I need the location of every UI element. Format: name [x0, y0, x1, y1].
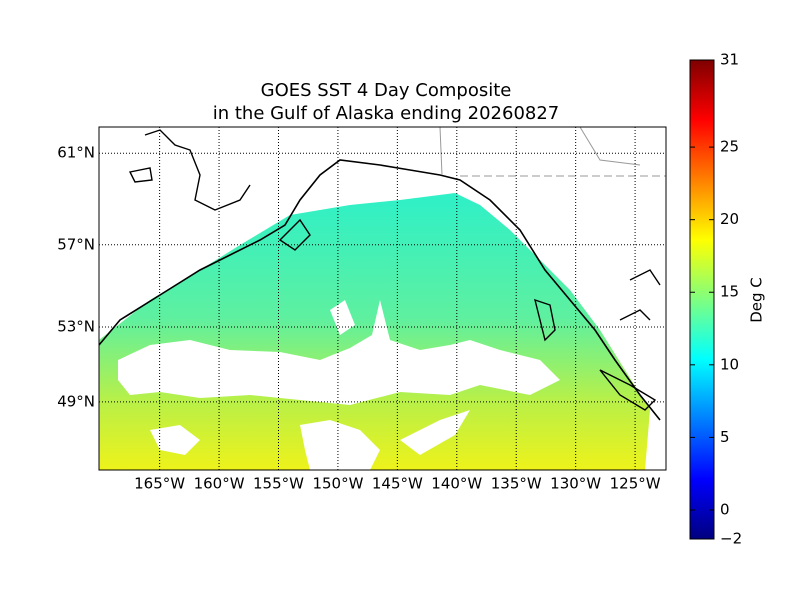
lat-label: 53°N	[57, 317, 95, 335]
lat-label: 49°N	[57, 392, 95, 410]
title-line: in the Gulf of Alaska ending 20260827	[213, 103, 560, 124]
colorbar-tick-label: −2	[720, 530, 742, 548]
colorbar	[689, 59, 715, 540]
border	[439, 127, 641, 176]
lon-label: 150°W	[312, 475, 363, 493]
cloud	[150, 425, 200, 455]
map-field	[99, 127, 666, 470]
lat-label: 57°N	[57, 235, 95, 253]
cloud	[118, 300, 560, 405]
coastline	[128, 129, 661, 411]
lon-label: 135°W	[491, 475, 542, 493]
lon-label: 165°W	[134, 475, 185, 493]
lon-label: 160°W	[194, 475, 245, 493]
colorbar-tick-label: 31	[720, 51, 739, 69]
colorbar-tick-label: 25	[720, 138, 739, 156]
colorbar-tick-label: 0	[720, 500, 730, 518]
colorbar-tick-label: 15	[720, 283, 739, 301]
lon-label: 130°W	[550, 475, 601, 493]
map-frame	[98, 126, 667, 471]
colorbar-tick-label: 20	[720, 210, 739, 228]
lon-label: 125°W	[610, 475, 661, 493]
colorbar-label: Deg C	[748, 277, 766, 323]
lon-label: 155°W	[253, 475, 304, 493]
lon-label: 145°W	[372, 475, 423, 493]
cloud	[400, 410, 470, 455]
colorbar-tick-label: 5	[720, 428, 730, 446]
cloud	[330, 300, 355, 335]
coastline	[99, 159, 661, 421]
colorbar-tick-label: 10	[720, 355, 739, 373]
cloud	[300, 420, 380, 470]
title-line: GOES SST 4 Day Composite	[261, 80, 512, 101]
lat-label: 61°N	[57, 144, 95, 162]
lon-label: 140°W	[431, 475, 482, 493]
